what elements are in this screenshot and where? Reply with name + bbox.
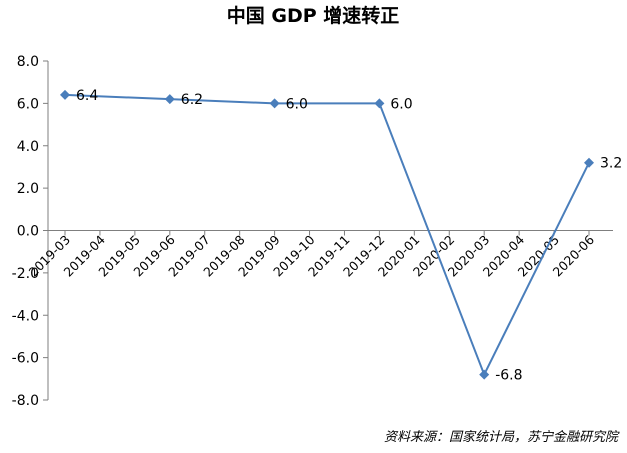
series-line <box>64 93 590 378</box>
data-point <box>374 98 385 109</box>
y-tick-label: 4.0 <box>17 139 39 155</box>
data-label: 6.2 <box>181 92 203 108</box>
y-tick-label: 8.0 <box>17 54 39 70</box>
y-tick-label: -6.0 <box>12 351 39 367</box>
data-point <box>60 89 70 100</box>
data-label: 6.0 <box>286 96 308 112</box>
data-point <box>584 157 594 168</box>
y-tick-label: -4.0 <box>12 308 39 324</box>
y-tick-label: 6.0 <box>17 96 39 112</box>
data-label: 3.2 <box>600 156 622 172</box>
data-point <box>479 369 490 380</box>
y-tick-label: 0.0 <box>17 224 39 240</box>
y-tick-label: -2.0 <box>12 266 39 282</box>
source-note: 资料来源：国家统计局，苏宁金融研究院 <box>384 429 620 445</box>
x-axis: 2019-032019-042019-052019-062019-072019-… <box>26 230 613 280</box>
data-label: 6.0 <box>390 96 412 112</box>
y-tick-label: -8.0 <box>12 393 39 409</box>
y-axis: 8.0 6.0 4.0 2.0 0.0 -2.0 -4.0 -6.0 -8.0 <box>12 54 49 409</box>
data-label: -6.8 <box>495 368 522 384</box>
series-gdp-growth: 6.4 6.2 6.0 6.0 -6.8 3.2 <box>60 88 622 384</box>
data-label: 6.4 <box>76 88 98 104</box>
data-point <box>164 94 175 105</box>
y-tick-label: 2.0 <box>17 181 39 197</box>
chart-title: 中国 GDP 增速转正 <box>227 4 400 27</box>
data-point <box>269 98 280 109</box>
